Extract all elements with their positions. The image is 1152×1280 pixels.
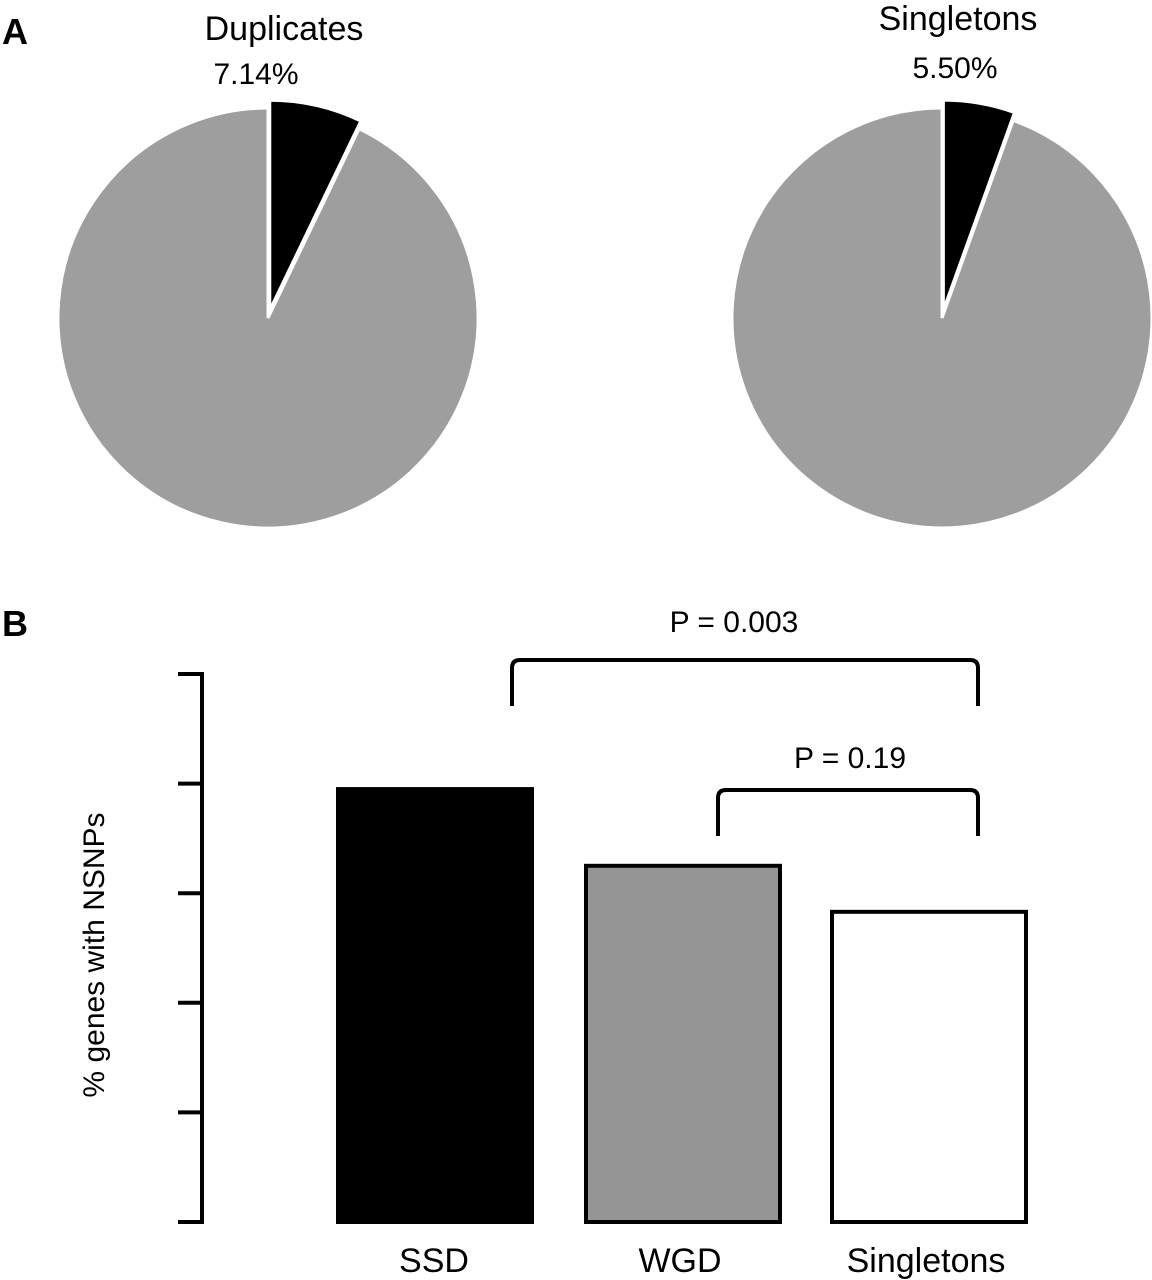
pie-duplicates-pct-label: 7.14% [213,58,298,91]
panel-b-label: B [2,603,28,644]
p-value-ssd-singletons: P = 0.003 [670,606,799,639]
bar-singletons [830,909,1028,1224]
pie-singletons-slices [730,98,1152,530]
bracket-wgd-singletons [716,788,980,836]
y-axis-label: % genes with NSNPs [78,812,111,1097]
bar-chart: % genes with NSNPs SSD WGD Singletons P … [78,606,1028,1280]
y-axis-ticks [178,672,204,1224]
pie-duplicates-slices [56,98,480,530]
bars [336,787,1028,1225]
pie-chart-duplicates: Duplicates 7.14% [56,10,480,530]
bar-ssd [336,787,534,1225]
pie-singletons-title: Singletons [879,0,1038,38]
pie-singletons-pct-label: 5.50% [912,52,997,85]
pie-chart-singletons: Singletons 5.50% [730,0,1152,530]
x-tick-label-singletons: Singletons [847,1242,1006,1280]
pie-duplicates-slice-1 [268,98,363,311]
pie-singletons-slice-2 [730,106,1152,530]
x-tick-label-ssd: SSD [399,1242,469,1280]
panel-a-label: A [2,11,28,52]
x-tick-label-wgd: WGD [638,1242,721,1280]
p-value-wgd-singletons: P = 0.19 [794,742,906,775]
pie-duplicates-slice-2 [56,106,480,530]
bracket-ssd-singletons [510,658,980,706]
pie-singletons-slice-1 [941,98,1017,311]
pie-duplicates-title: Duplicates [205,10,364,48]
bar-wgd [584,863,782,1224]
